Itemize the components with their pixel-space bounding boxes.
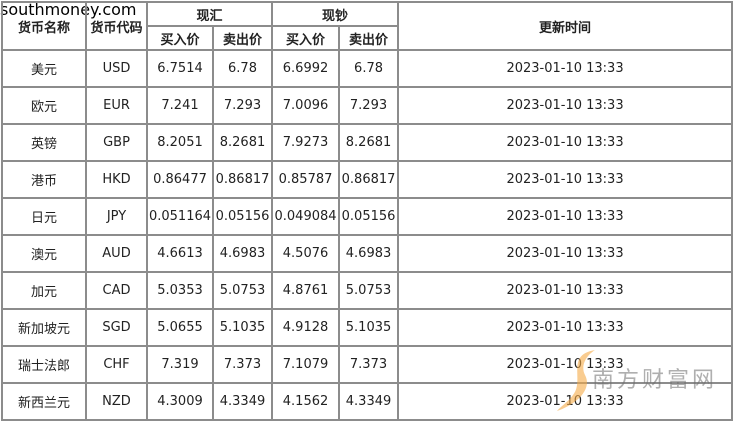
cell-fx-sell: 0.86817 <box>211 160 274 199</box>
cell-name: 瑞士法郎 <box>1 345 87 384</box>
cell-fx-sell: 5.0753 <box>211 271 274 310</box>
table-row: 瑞士法郎 CHF 7.319 7.373 7.1079 7.373 2023-01-10 1… <box>1 345 733 384</box>
header-time: 更新时间 <box>397 1 733 51</box>
cell-name: 日元 <box>1 197 87 236</box>
cell-name: 英镑 <box>1 123 87 162</box>
cell-cash-buy: 7.9273 <box>271 123 341 162</box>
header-cash-buy: 买入价 <box>271 25 341 51</box>
cell-cash-buy: 4.5076 <box>271 234 341 273</box>
cell-name: 新加坡元 <box>1 308 87 347</box>
cell-fx-buy: 7.319 <box>146 345 214 384</box>
cell-name: 加元 <box>1 271 87 310</box>
cell-name: 港币 <box>1 160 87 199</box>
cell-fx-sell: 6.78 <box>211 49 274 88</box>
cell-code: EUR <box>85 86 148 125</box>
cell-time: 2023-01-10 13:33 <box>397 308 733 347</box>
cell-time: 2023-01-10 13:33 <box>397 86 733 125</box>
cell-time: 2023-01-10 13:33 <box>397 49 733 88</box>
cell-code: CHF <box>85 345 148 384</box>
cell-cash-buy: 7.1079 <box>271 345 341 384</box>
header-fx-sell: 卖出价 <box>211 25 274 51</box>
cell-cash-sell: 7.293 <box>338 86 400 125</box>
cell-cash-buy: 4.1562 <box>271 382 341 421</box>
cell-time: 2023-01-10 13:33 <box>397 382 733 421</box>
table-row: 港币 HKD 0.86477 0.86817 0.85787 0.86817 2023-01… <box>1 160 733 199</box>
header-code: 货币代码 <box>85 1 148 51</box>
cell-fx-buy: 7.241 <box>146 86 214 125</box>
header-cash: 现钞 <box>271 1 400 27</box>
table-row: 新西兰元 NZD 4.3009 4.3349 4.1562 4.3349 2023-01-1… <box>1 382 733 421</box>
cell-cash-buy: 0.85787 <box>271 160 341 199</box>
cell-fx-buy: 6.7514 <box>146 49 214 88</box>
table-row: 美元 USD 6.7514 6.78 6.6992 6.78 2023-01-10 13:3… <box>1 49 733 88</box>
cell-fx-buy: 4.3009 <box>146 382 214 421</box>
table-row: 日元 JPY 0.051164 0.05156 0.049084 0.05156 2023-… <box>1 197 733 236</box>
cell-cash-buy: 7.0096 <box>271 86 341 125</box>
cell-code: USD <box>85 49 148 88</box>
cell-cash-buy: 0.049084 <box>271 197 341 236</box>
cell-name: 澳元 <box>1 234 87 273</box>
table-row: 新加坡元 SGD 5.0655 5.1035 4.9128 5.1035 2023-01-1… <box>1 308 733 347</box>
cell-fx-sell: 5.1035 <box>211 308 274 347</box>
cell-name: 美元 <box>1 49 87 88</box>
header-name: 货币名称 <box>1 1 87 51</box>
cell-fx-sell: 4.3349 <box>211 382 274 421</box>
cell-cash-sell: 8.2681 <box>338 123 400 162</box>
table-row: 澳元 AUD 4.6613 4.6983 4.5076 4.6983 2023-01-10 … <box>1 234 733 273</box>
cell-name: 新西兰元 <box>1 382 87 421</box>
cell-fx-sell: 4.6983 <box>211 234 274 273</box>
cell-cash-buy: 6.6992 <box>271 49 341 88</box>
cell-fx-buy: 0.051164 <box>146 197 214 236</box>
cell-cash-sell: 0.05156 <box>338 197 400 236</box>
watermark-swoosh-icon <box>557 350 595 411</box>
watermark-cn: 南方财富网 <box>592 368 718 393</box>
cell-fx-sell: 7.293 <box>211 86 274 125</box>
cell-time: 2023-01-10 13:33 <box>397 345 733 384</box>
table-row: 欧元 EUR 7.241 7.293 7.0096 7.293 2023-01-10 13:… <box>1 86 733 125</box>
cell-fx-buy: 5.0353 <box>146 271 214 310</box>
cell-code: CAD <box>85 271 148 310</box>
cell-fx-buy: 5.0655 <box>146 308 214 347</box>
cell-cash-sell: 0.86817 <box>338 160 400 199</box>
header-cash-sell: 卖出价 <box>338 25 400 51</box>
cell-code: JPY <box>85 197 148 236</box>
cell-fx-sell: 7.373 <box>211 345 274 384</box>
cell-time: 2023-01-10 13:33 <box>397 123 733 162</box>
cell-cash-sell: 5.0753 <box>338 271 400 310</box>
cell-code: AUD <box>85 234 148 273</box>
cell-code: GBP <box>85 123 148 162</box>
table-row: 加元 CAD 5.0353 5.0753 4.8761 5.0753 2023-01-10 … <box>1 271 733 310</box>
cell-cash-sell: 4.6983 <box>338 234 400 273</box>
header-spot-exchange: 现汇 <box>145 1 274 27</box>
cell-time: 2023-01-10 13:33 <box>397 271 733 310</box>
cell-cash-buy: 4.9128 <box>271 308 341 347</box>
cell-fx-sell: 0.05156 <box>211 197 274 236</box>
cell-code: SGD <box>85 308 148 347</box>
cell-time: 2023-01-10 13:33 <box>397 160 733 199</box>
cell-fx-sell: 8.2681 <box>211 123 274 162</box>
cell-code: NZD <box>85 382 148 421</box>
cell-cash-sell: 7.373 <box>338 345 400 384</box>
cell-fx-buy: 8.2051 <box>146 123 214 162</box>
header-fx-buy: 买入价 <box>146 25 214 51</box>
cell-time: 2023-01-10 13:33 <box>397 197 733 236</box>
cell-fx-buy: 0.86477 <box>146 160 214 199</box>
cell-fx-buy: 4.6613 <box>146 234 214 273</box>
cell-cash-sell: 4.3349 <box>338 382 400 421</box>
cell-time: 2023-01-10 13:33 <box>397 234 733 273</box>
cell-cash-buy: 4.8761 <box>271 271 341 310</box>
table-row: 英镑 GBP 8.2051 8.2681 7.9273 8.2681 2023-01-10 … <box>1 123 733 162</box>
cell-cash-sell: 6.78 <box>338 49 400 88</box>
cell-name: 欧元 <box>1 86 87 125</box>
cell-code: HKD <box>85 160 148 199</box>
cell-cash-sell: 5.1035 <box>338 308 400 347</box>
